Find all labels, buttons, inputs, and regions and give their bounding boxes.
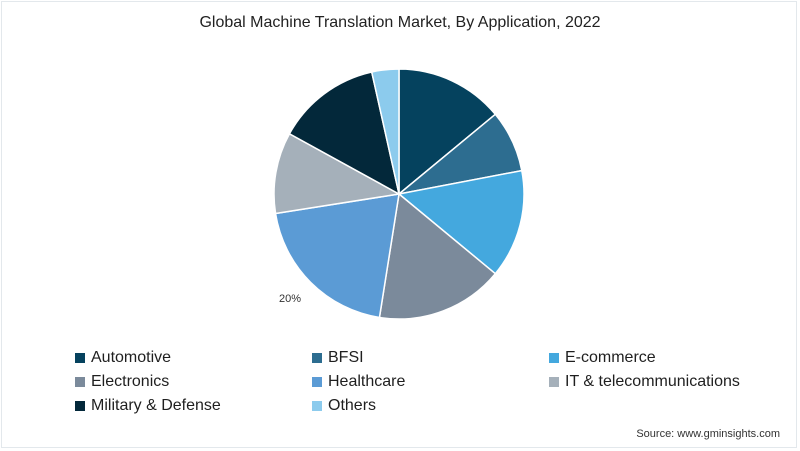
- legend-item-military-defense: Military & Defense: [75, 397, 221, 415]
- legend-item-bfsi: BFSI: [312, 349, 364, 367]
- pie-slice-others: [370, 68, 400, 195]
- pie-slice-it-telecommunications: [273, 132, 402, 215]
- legend-swatch: [312, 401, 322, 411]
- legend-item-ecommerce: E-commerce: [549, 349, 656, 367]
- pie-slice-healthcare: [274, 193, 400, 319]
- legend-item-healthcare: Healthcare: [312, 373, 405, 391]
- pie-slice-e-commerce: [397, 169, 525, 275]
- source-note: Source: www.gminsights.com: [636, 428, 780, 440]
- pie-slice-military-defense: [288, 71, 401, 196]
- legend-swatch: [549, 353, 559, 363]
- legend-swatch: [75, 377, 85, 387]
- legend-swatch: [312, 353, 322, 363]
- pie-slice-electronics: [378, 192, 497, 320]
- chart-title: Global Machine Translation Market, By Ap…: [199, 14, 601, 31]
- legend-item-it-telecom: IT & telecommunications: [549, 373, 740, 391]
- legend-swatch: [312, 377, 322, 387]
- legend-item-automotive: Automotive: [75, 349, 171, 367]
- legend-item-others: Others: [312, 397, 376, 415]
- legend-swatch: [75, 401, 85, 411]
- legend-swatch: [549, 377, 559, 387]
- pie-slice-automotive: [398, 68, 497, 196]
- healthcare-percent-label: 20%: [279, 293, 301, 305]
- legend-item-electronics: Electronics: [75, 373, 169, 391]
- legend-swatch: [75, 353, 85, 363]
